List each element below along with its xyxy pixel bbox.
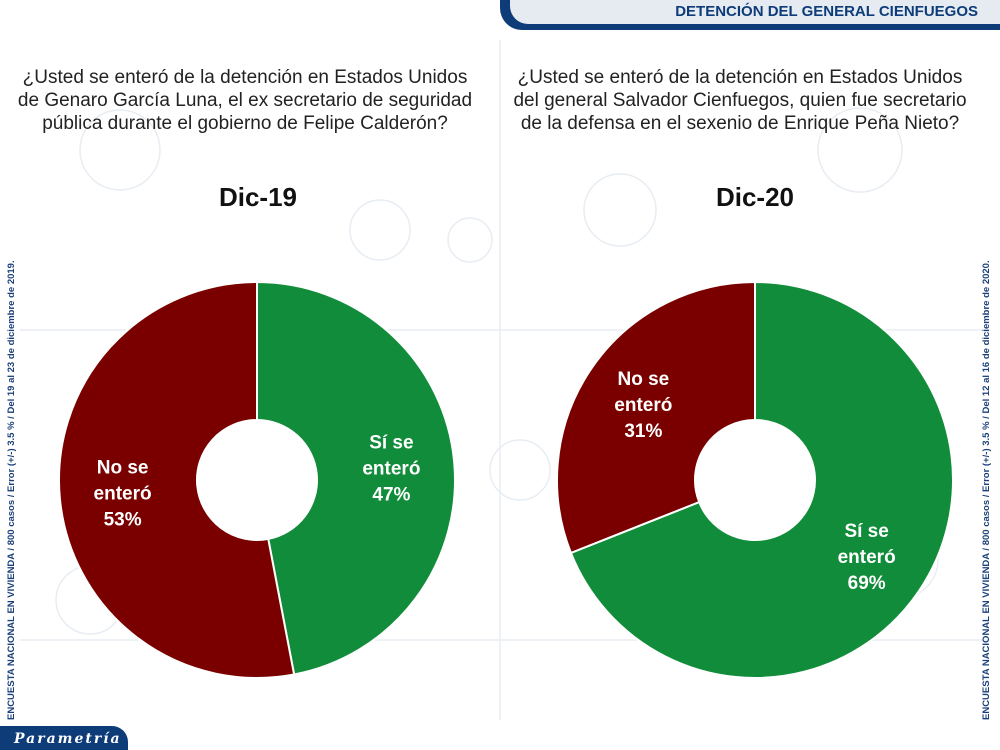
period-label-right: Dic-20 xyxy=(715,182,795,212)
question-left: ¿Usted se enteró de la detención en Esta… xyxy=(17,67,473,134)
parametria-logo: Parametría xyxy=(14,731,122,747)
slice-category-label: enteró xyxy=(362,458,420,479)
slice-category-label: Sí se xyxy=(369,432,413,453)
header-title: DETENCIÓN DEL GENERAL CIENFUEGOS xyxy=(675,3,978,20)
slice-category-label: No se xyxy=(97,458,149,479)
slice-si-se-entero xyxy=(569,280,954,679)
slice-no-se-entero xyxy=(556,280,756,555)
slice-category-label: No se xyxy=(617,369,669,390)
slice-category-label: Sí se xyxy=(844,521,888,542)
slice-label-no: No se enteró 53% xyxy=(94,458,152,531)
slice-value-label: 69% xyxy=(848,573,886,594)
survey-note-right: ENCUESTA NACIONAL EN VIVIENDA / 800 caso… xyxy=(981,260,992,720)
period-label-left: Dic-19 xyxy=(218,182,298,212)
slice-si-se-entero xyxy=(256,280,456,676)
header-band-inner xyxy=(510,0,1000,24)
slice-label-no: No se enteró 31% xyxy=(614,369,672,442)
slice-category-label: enteró xyxy=(94,484,152,505)
slice-value-label: 47% xyxy=(372,484,410,505)
footer-band xyxy=(0,726,128,750)
slice-category-label: enteró xyxy=(838,547,896,568)
slice-label-si: Sí se enteró 47% xyxy=(362,432,420,505)
slice-no-se-entero xyxy=(58,280,296,679)
slice-value-label: 53% xyxy=(104,510,142,531)
survey-note-left: ENCUESTA NACIONAL EN VIVIENDA / 800 caso… xyxy=(6,260,17,720)
question-right: ¿Usted se enteró de la detención en Esta… xyxy=(513,67,967,134)
donut-chart-dic19: Sí se enteró 47% No se enteró 53% xyxy=(58,280,456,679)
slice-value-label: 31% xyxy=(624,421,662,442)
donut-chart-dic20: Sí se enteró 69% No se enteró 31% xyxy=(556,280,954,679)
slice-label-si: Sí se enteró 69% xyxy=(838,521,896,594)
slice-category-label: enteró xyxy=(614,395,672,416)
